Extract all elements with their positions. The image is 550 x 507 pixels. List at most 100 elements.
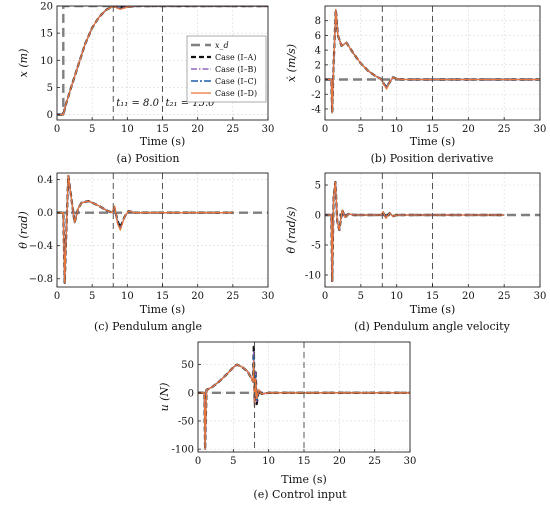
y-tick-label: 5 <box>315 181 321 192</box>
x-tick-label: 20 <box>191 124 204 135</box>
x-axis-label: Time (s) <box>140 303 186 316</box>
y-tick-label: 15 <box>40 29 53 40</box>
x-tick-label: 5 <box>230 456 236 467</box>
panel-position-derivative: 0 5 10 15 20 25 30 -4 -2 0 2 4 6 8 Time (s) ẋ (m/s) (b) … <box>285 5 547 165</box>
y-axis-label: θ (rad) <box>17 211 30 249</box>
x-axis-label: Time (s) <box>281 473 327 486</box>
y-tick-label: 0.0 <box>37 208 53 219</box>
y-axis-label: u (N) <box>158 383 171 412</box>
y-tick-label: 0 <box>315 75 321 86</box>
x-axis-label: Time (s) <box>410 135 456 148</box>
y-tick-label: 0 <box>315 211 321 222</box>
x-tick-label: 0 <box>54 291 60 302</box>
x-tick-label: 15 <box>426 291 439 302</box>
y-tick-label: 0 <box>188 388 194 399</box>
series-line-caseD <box>198 361 410 450</box>
x-axis-label: Time (s) <box>410 303 456 316</box>
x-tick-label: 10 <box>262 456 275 467</box>
x-tick-label: 30 <box>534 124 547 135</box>
panel-caption: (c) Pendulum angle <box>94 320 202 333</box>
y-axis-label: θ̇ (rad/s) <box>285 207 298 254</box>
x-tick-label: 0 <box>54 124 60 135</box>
x-tick-label: 10 <box>390 124 403 135</box>
series-line-caseA <box>325 180 505 283</box>
x-tick-label: 10 <box>121 124 134 135</box>
series-line-caseC <box>325 181 505 282</box>
series-line-caseD <box>325 181 505 282</box>
x-tick-label: 0 <box>195 456 201 467</box>
legend-label: x_d <box>215 41 229 50</box>
panel-caption: (b) Position derivative <box>371 152 494 165</box>
panel-control-input: 0 5 10 15 20 25 30 -100 -50 0 50 Time (s) u (N) (e) C… <box>158 341 417 501</box>
x-tick-label: 15 <box>298 456 311 467</box>
plot-area <box>325 8 540 114</box>
series-line-caseB <box>57 174 233 284</box>
y-tick-label: -5 <box>311 241 321 252</box>
x-tick-label: 20 <box>462 291 475 302</box>
series-line-caseD <box>57 6 268 116</box>
panel-caption: (a) Position <box>116 152 179 165</box>
x-tick-label: 25 <box>498 291 511 302</box>
y-tick-label: -10 <box>305 271 321 282</box>
plot-area <box>198 343 410 451</box>
x-tick-label: 5 <box>89 124 95 135</box>
series-line-caseB <box>325 181 505 282</box>
plot-area <box>325 180 540 283</box>
x-tick-label: 30 <box>534 291 547 302</box>
panel-caption: (d) Pendulum angle velocity <box>354 320 510 333</box>
y-tick-label: 20 <box>40 2 53 13</box>
y-tick-label: 2 <box>315 60 321 71</box>
x-tick-label: 20 <box>462 124 475 135</box>
panel-pendulum-angle: 0 5 10 15 20 25 30 −0.8 −0.4 0.0 0.4 Time (s) θ (rad… <box>17 172 275 333</box>
x-tick-label: 25 <box>226 291 239 302</box>
y-tick-label: -4 <box>311 104 321 115</box>
x-tick-label: 30 <box>404 456 417 467</box>
switch-time-annotation: t₁₁ = 8.0 <box>116 98 159 109</box>
y-tick-label: -2 <box>311 90 321 101</box>
switch-time-annotation: t₂₁ = 15.0 <box>166 98 216 109</box>
y-tick-label: −0.4 <box>29 241 53 252</box>
series-line-caseA <box>57 174 233 284</box>
y-tick-label: -100 <box>172 445 194 456</box>
y-tick-label: 8 <box>315 16 321 27</box>
legend-label: Case (I–C) <box>215 77 257 86</box>
legend-label: Case (I–D) <box>215 89 257 98</box>
y-tick-label: 0.4 <box>37 175 53 186</box>
x-tick-label: 15 <box>426 124 439 135</box>
y-tick-label: 10 <box>40 56 53 67</box>
x-tick-label: 5 <box>89 291 95 302</box>
panel-position: 0 5 10 15 20 25 30 0 5 10 15 20 Time (s) x (m) (a) Pos… <box>17 2 274 166</box>
y-tick-label: 50 <box>181 360 194 371</box>
y-tick-label: 5 <box>47 83 53 94</box>
x-tick-label: 5 <box>358 124 364 135</box>
x-tick-label: 5 <box>358 291 364 302</box>
panel-pendulum-angle-velocity: 0 5 10 15 20 25 30 -10 -5 0 5 Time (s) θ̇ (rad/s) (d)… <box>285 172 547 333</box>
legend: x_d Case (I–A) Case (I–B) Case (I–C) Case (I… <box>186 35 267 103</box>
x-axis-label: Time (s) <box>140 135 186 148</box>
x-tick-label: 30 <box>262 124 275 135</box>
plot-area <box>57 174 268 284</box>
y-axis-label: ẋ (m/s) <box>285 44 298 82</box>
legend-label: Case (I–A) <box>215 53 256 62</box>
x-tick-label: 0 <box>322 291 328 302</box>
x-tick-label: 15 <box>156 124 169 135</box>
x-tick-label: 20 <box>333 456 346 467</box>
series-line-caseC <box>57 174 233 284</box>
x-tick-label: 25 <box>226 124 239 135</box>
x-tick-label: 20 <box>191 291 204 302</box>
panel-caption: (e) Control input <box>253 488 347 501</box>
y-tick-label: 4 <box>315 46 321 57</box>
x-tick-label: 15 <box>156 291 169 302</box>
x-tick-label: 0 <box>322 124 328 135</box>
y-axis-label: x (m) <box>17 49 30 78</box>
x-tick-label: 30 <box>262 291 275 302</box>
y-tick-label: -50 <box>178 416 194 427</box>
y-tick-label: −0.8 <box>29 274 53 285</box>
x-tick-label: 25 <box>368 456 381 467</box>
y-tick-label: 0 <box>47 110 53 121</box>
plot-area <box>57 6 268 116</box>
legend-label: Case (I–B) <box>215 65 257 74</box>
series-line-caseD <box>325 9 540 114</box>
series-line-caseD <box>57 174 233 284</box>
